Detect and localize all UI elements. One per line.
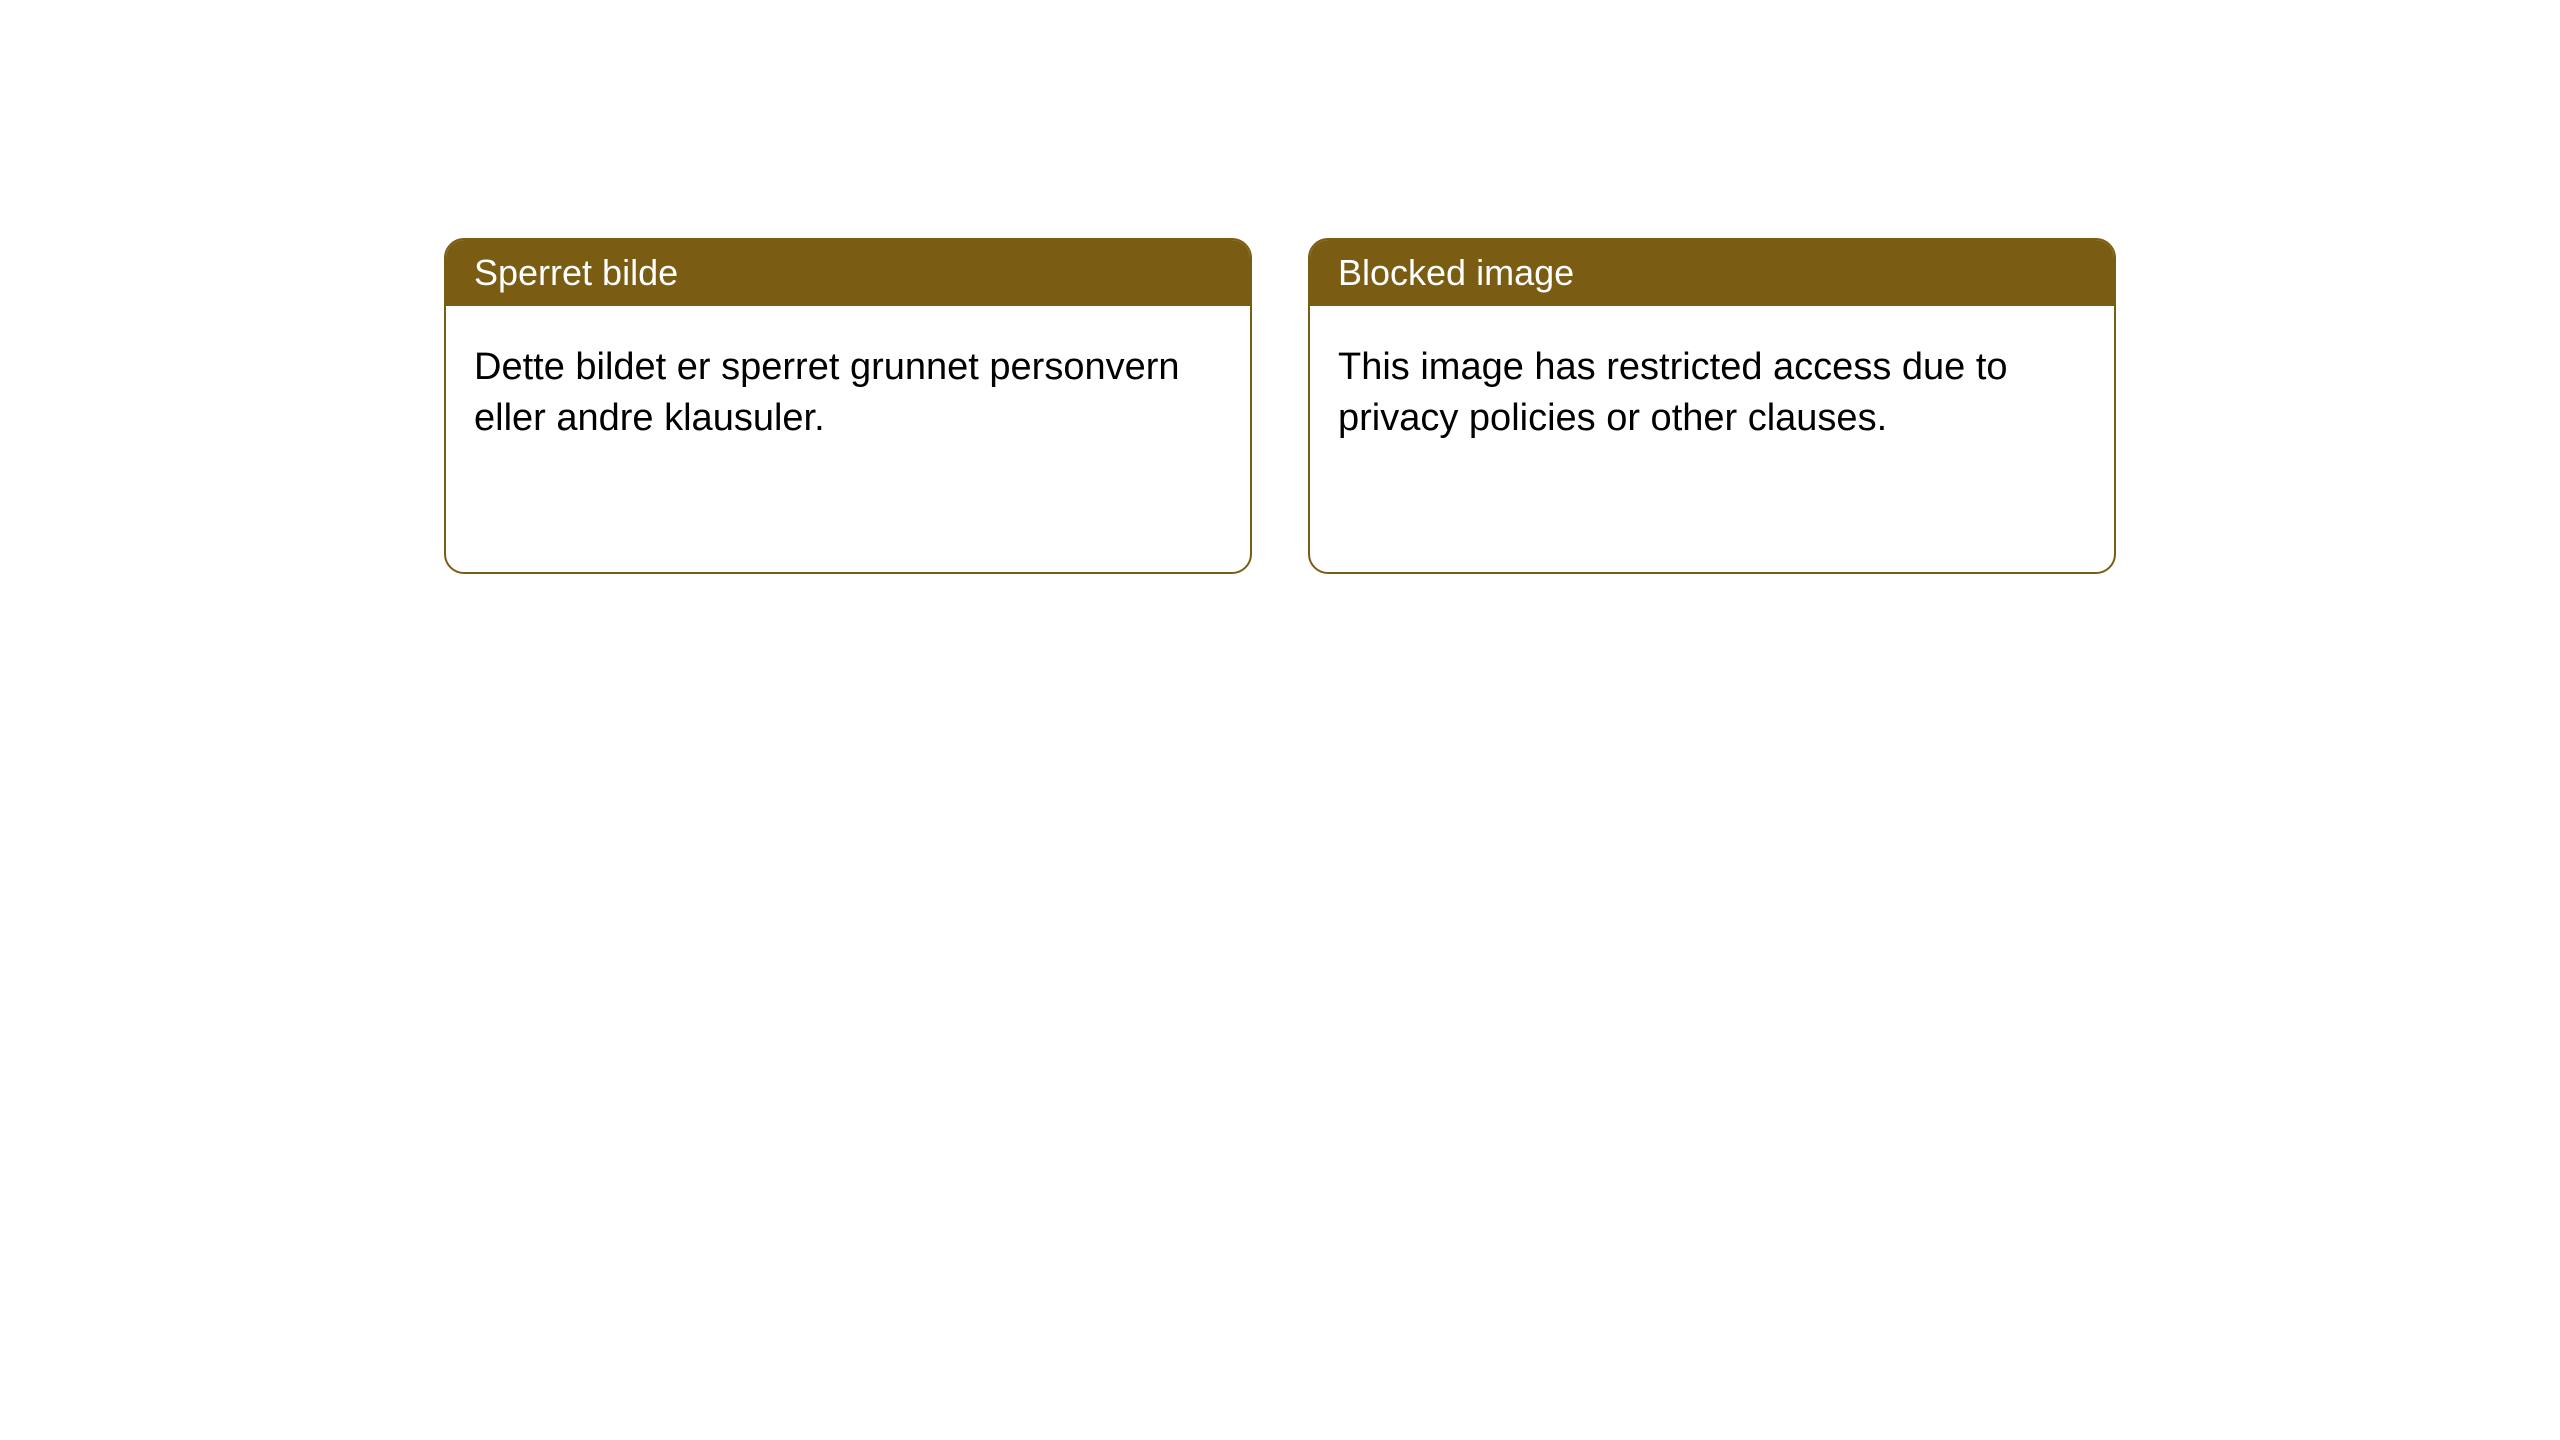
notice-body-english: This image has restricted access due to …: [1310, 306, 2114, 481]
notice-header-english: Blocked image: [1310, 240, 2114, 306]
notice-body-text: Dette bildet er sperret grunnet personve…: [474, 346, 1180, 439]
notice-title-text: Sperret bilde: [474, 252, 678, 293]
notice-card-english: Blocked image This image has restricted …: [1308, 238, 2116, 574]
notice-body-text: This image has restricted access due to …: [1338, 346, 2008, 439]
notice-header-norwegian: Sperret bilde: [446, 240, 1250, 306]
notice-card-norwegian: Sperret bilde Dette bildet er sperret gr…: [444, 238, 1252, 574]
notice-container: Sperret bilde Dette bildet er sperret gr…: [444, 238, 2116, 574]
notice-body-norwegian: Dette bildet er sperret grunnet personve…: [446, 306, 1250, 481]
notice-title-text: Blocked image: [1338, 252, 1574, 293]
